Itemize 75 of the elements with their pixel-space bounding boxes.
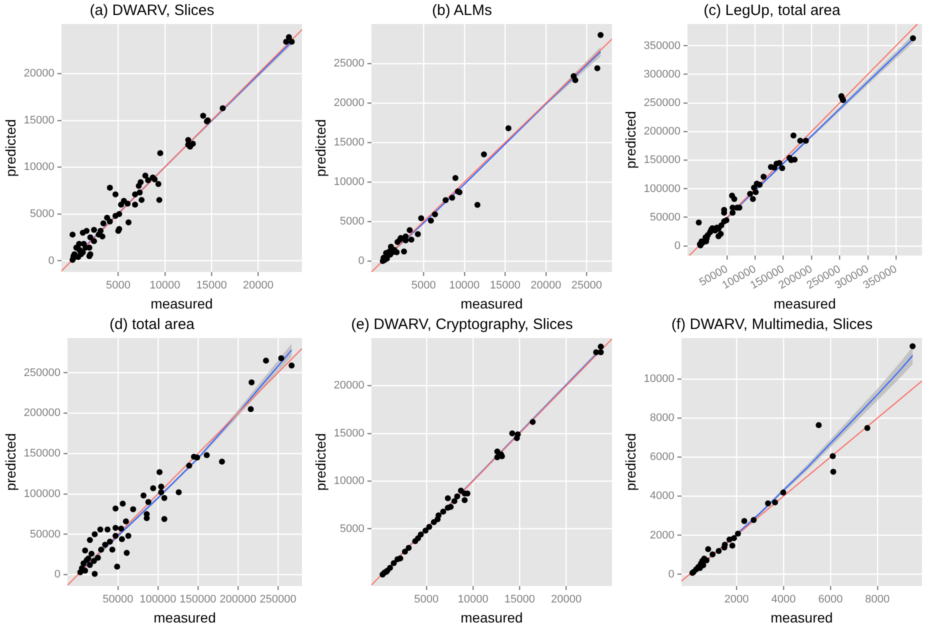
y-tick-label: 10000 [644,373,674,386]
y-tick-label: 150000 [644,154,681,166]
y-tick-label: 20000 [334,380,364,392]
x-axis-title: measured [774,295,836,312]
x-tick-label: 6000 [818,594,843,606]
x-tick-label: 10000 [449,280,480,292]
y-tick-label: 0 [358,254,364,267]
y-axis-title: predicted [312,119,328,177]
x-tick-label: 2000 [724,594,749,606]
x-axis-title: measured [460,609,523,626]
x-tick-label: 5000 [411,280,436,292]
x-tick-label: 5000 [414,594,439,606]
y-tick-label: 0 [54,568,61,581]
x-tick-label: 8000 [865,594,890,606]
y-tick-label: 5000 [30,208,54,220]
x-axis-title: measured [154,609,216,626]
y-axis-title: predicted [2,119,18,177]
y-tick-label: 50000 [30,528,61,540]
y-axis-title: predicted [2,433,18,491]
chart-title: (c) LegUp, total area [704,2,842,20]
y-tick-label: 250000 [24,366,61,379]
y-tick-label: 0 [668,568,674,580]
x-axis-title: measured [460,295,523,312]
chart-title: (b) ALMs [432,2,492,20]
y-tick-label: 300000 [644,68,681,80]
y-tick-label: 10000 [24,161,54,174]
y-tick-label: 4000 [650,490,674,502]
x-tick-label: 20000 [551,594,582,606]
y-axis-title: predicted [622,433,638,491]
y-tick-label: 150000 [24,448,61,460]
y-tick-label: 250000 [644,96,681,109]
x-tick-label: 150000 [180,594,216,606]
x-tick-label: 15000 [196,280,227,292]
x-tick-label: 200000 [220,594,256,606]
y-axis-title: predicted [312,433,328,491]
x-tick-label: 4000 [771,594,796,606]
x-tick-label: 50000 [102,594,134,606]
x-tick-label: 250000 [260,594,296,606]
y-tick-label: 15000 [334,136,364,149]
y-tick-label: 15000 [334,427,364,440]
chart-title: (f) DWARV, Multimedia, Slices [671,316,873,334]
chart-title: (d) total area [109,316,196,334]
y-tick-label: 8000 [650,412,674,424]
x-tick-label: 10000 [150,280,180,292]
x-tick-label: 20000 [242,280,274,292]
x-tick-label: 15000 [490,280,520,292]
x-tick-label: 25000 [571,280,602,292]
x-tick-label: 15000 [504,594,535,606]
y-tick-label: 5000 [340,215,364,228]
y-tick-label: 0 [48,254,54,267]
y-tick-label: 6000 [650,451,674,464]
y-tick-label: 50000 [650,211,681,224]
y-tick-label: 20000 [334,97,364,110]
y-tick-label: 200000 [644,126,681,138]
y-tick-label: 5000 [340,522,364,535]
x-tick-label: 5000 [106,280,131,292]
y-tick-label: 200000 [24,407,61,420]
y-tick-label: 100000 [24,488,61,500]
y-tick-label: 20000 [24,68,54,80]
x-tick-label: 100000 [140,594,176,606]
x-tick-label: 20000 [530,280,562,292]
y-tick-label: 350000 [644,40,681,52]
x-axis-title: measured [770,609,833,626]
x-axis-title: measured [150,295,213,312]
y-tick-label: 0 [674,240,681,252]
y-tick-label: 2000 [650,529,674,542]
y-axis-title: predicted [622,111,638,169]
y-tick-label: 10000 [334,176,364,188]
chart-title: (a) DWARV, Slices [90,2,214,20]
x-tick-label: 10000 [458,594,488,606]
y-tick-label: 10000 [334,475,364,488]
y-tick-label: 15000 [24,114,54,126]
y-tick-label: 100000 [644,182,681,195]
y-tick-label: 25000 [334,58,364,70]
chart-title: (e) DWARV, Cryptography, Slices [351,316,573,334]
